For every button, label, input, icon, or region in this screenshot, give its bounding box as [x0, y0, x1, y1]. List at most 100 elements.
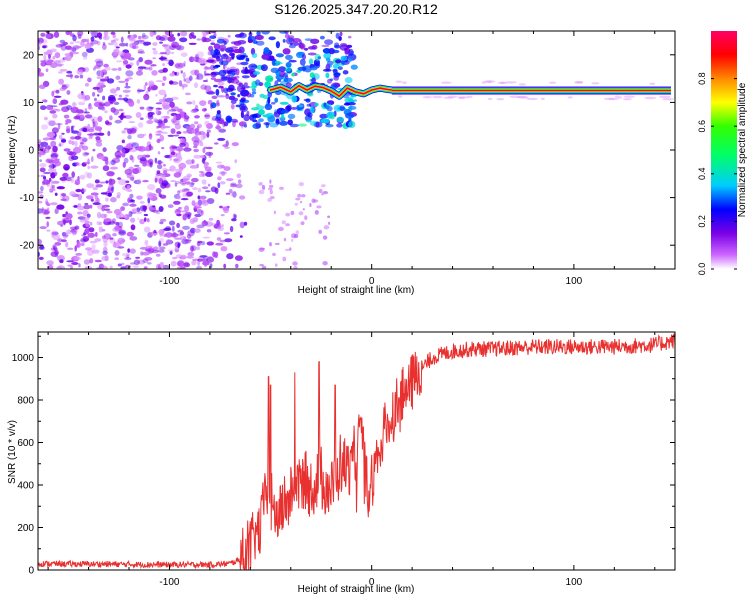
spectral-transition-blob — [230, 41, 237, 45]
spectral-noise-blob — [99, 78, 109, 82]
spectral-noise-blob — [85, 247, 93, 251]
spectral-noise-blob — [169, 220, 176, 226]
spectral-transition-blob — [282, 48, 291, 55]
spectral-noise-blob — [39, 163, 47, 168]
spectral-noise-blob — [92, 202, 101, 206]
spectral-noise-blob — [94, 179, 100, 184]
x-tick-label: -100 — [159, 276, 179, 287]
spectral-noise-blob — [117, 177, 122, 180]
spectral-transition-blob — [320, 118, 330, 124]
spectral-noise-blob — [74, 41, 83, 44]
spectral-noise-blob — [119, 213, 124, 219]
spectral-noise-blob — [51, 91, 55, 97]
spectral-noise-blob — [295, 230, 300, 235]
spectral-noise-blob — [204, 108, 207, 111]
spectral-noise-blob — [155, 130, 164, 134]
spectral-noise-blob — [73, 255, 80, 261]
spectral-noise-blob — [294, 234, 299, 238]
spectral-transition-blob — [211, 95, 218, 100]
spectral-noise-blob — [219, 239, 227, 243]
spectral-noise-blob — [58, 143, 62, 147]
spectral-noise-blob — [201, 199, 207, 204]
spectral-noise-blob — [38, 45, 41, 51]
spectral-noise-blob — [200, 134, 205, 141]
spectral-noise-blob — [194, 134, 198, 140]
spectral-transition-blob — [343, 95, 350, 99]
spectral-transition-blob — [353, 99, 357, 102]
spectral-noise-blob — [144, 82, 148, 86]
spectral-noise-blob — [148, 106, 155, 109]
spectral-noise-blob — [102, 44, 107, 50]
spectral-noise-blob — [178, 80, 183, 87]
spectral-noise-blob — [80, 237, 89, 242]
spectral-transition-blob — [264, 81, 272, 88]
spectral-noise-blob — [154, 177, 158, 183]
spectral-transition-blob — [228, 95, 236, 101]
spectral-noise-blob — [47, 119, 55, 127]
spectral-noise-blob — [56, 186, 65, 190]
spectral-noise-blob — [107, 187, 111, 192]
spectral-noise-blob — [127, 197, 131, 203]
spectral-noise-blob — [110, 39, 116, 43]
spectral-transition-blob — [266, 75, 274, 83]
spectral-noise-blob — [177, 32, 181, 37]
spectral-noise-blob — [139, 157, 147, 162]
spectral-noise-blob — [57, 123, 61, 130]
spectral-transition-blob — [248, 63, 258, 70]
spectral-noise-blob — [185, 191, 193, 198]
spectral-noise-blob — [176, 222, 181, 228]
spectral-transition-blob — [345, 112, 354, 119]
spectral-transition-blob — [243, 114, 250, 122]
spectral-transition-blob — [223, 121, 229, 127]
spectral-noise-blob — [60, 99, 69, 105]
spectral-noise-blob — [267, 187, 273, 191]
spectral-noise-blob — [220, 246, 228, 252]
spectral-noise-blob — [137, 133, 145, 139]
y-tick-label: 400 — [17, 481, 34, 492]
spectral-noise-blob — [63, 57, 69, 61]
spectral-noise-blob — [239, 235, 243, 238]
spectral-noise-blob — [155, 188, 162, 194]
spectral-noise-blob — [104, 101, 111, 107]
spectral-noise-blob — [92, 118, 95, 124]
tone-haze — [622, 98, 632, 101]
spectral-transition-blob — [269, 122, 279, 128]
spectral-noise-blob — [220, 214, 225, 217]
spectral-noise-blob — [71, 47, 77, 52]
spectral-noise-blob — [42, 179, 51, 185]
spectral-transition-blob — [215, 112, 222, 121]
spectral-noise-blob — [56, 204, 65, 210]
spectral-noise-blob — [136, 178, 142, 185]
spectral-noise-blob — [184, 211, 192, 216]
tone-haze — [567, 96, 573, 99]
spectral-noise-blob — [62, 232, 68, 239]
spectral-noise-blob — [122, 161, 127, 168]
spectral-noise-blob — [87, 172, 92, 179]
spectral-noise-blob — [107, 192, 112, 197]
spectral-noise-blob — [124, 78, 129, 82]
spectral-transition-blob — [241, 75, 250, 79]
spectral-noise-blob — [216, 219, 221, 226]
spectral-noise-blob — [90, 31, 99, 38]
spectral-noise-blob — [155, 133, 162, 136]
spectral-transition-blob — [282, 39, 286, 43]
spectral-transition-blob — [309, 72, 315, 78]
spectral-transition-blob — [260, 64, 268, 72]
spectral-noise-blob — [53, 246, 56, 250]
spectral-noise-blob — [99, 70, 103, 76]
spectral-noise-blob — [195, 246, 201, 251]
spectral-transition-blob — [329, 114, 335, 120]
spectral-noise-blob — [191, 177, 199, 183]
spectral-transition-blob — [223, 87, 229, 94]
spectral-transition-blob — [339, 105, 345, 112]
spectral-transition-blob — [225, 115, 233, 123]
spectral-noise-blob — [70, 177, 74, 183]
spectral-noise-blob — [285, 212, 291, 217]
spectral-noise-blob — [199, 100, 207, 106]
spectral-noise-blob — [322, 191, 329, 195]
spectral-noise-blob — [155, 253, 161, 257]
spectral-noise-blob — [92, 91, 96, 97]
spectral-noise-blob — [92, 31, 97, 36]
spectral-transition-blob — [216, 38, 225, 44]
spectral-noise-blob — [206, 241, 214, 246]
